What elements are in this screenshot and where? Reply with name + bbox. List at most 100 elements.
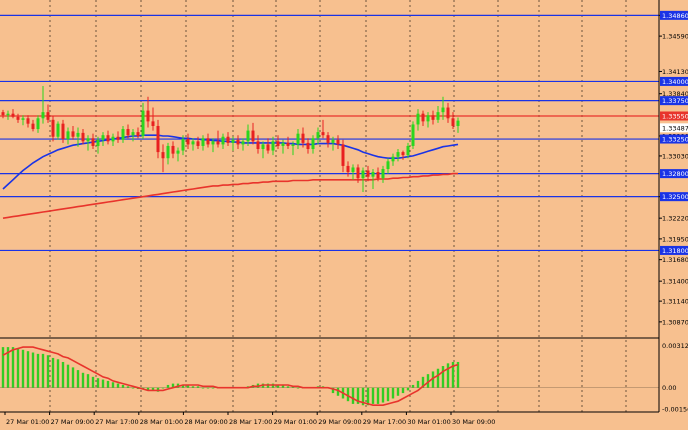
candle-body [11,113,15,117]
candle [16,113,20,123]
candle [336,135,340,150]
candle-body [206,138,210,145]
candle-body [436,112,440,120]
candle [276,135,280,150]
signal-line [2,346,459,407]
candle [271,136,275,156]
level-price-tag-text: 1.32500 [662,193,688,201]
candle [301,127,305,148]
candle-body [326,135,330,143]
candle-body [1,112,5,116]
histogram-bar [151,387,155,391]
candle [206,133,210,148]
candle-body [36,118,40,130]
time-axis[interactable]: 27 Mar 01:00 27 Mar 09:00 27 Mar 17:00 28 M… [4,412,495,426]
candle [141,102,145,140]
histogram-bar [351,387,355,404]
candle-body [166,145,170,159]
candle [446,102,450,123]
level-price-tag-bg [660,96,688,106]
candle-body [411,124,415,146]
histogram-bar [16,348,20,388]
candle-body [346,165,350,173]
candle-body [271,141,275,151]
level-price-tag-bg [660,245,688,255]
candle-body [46,112,50,120]
histogram-bar [36,353,40,388]
candle [121,125,125,143]
candle-body [441,107,445,113]
oscillator-tick-label: -0.00156 [662,405,688,413]
candle [21,115,25,126]
candle-body [266,144,270,151]
candle [366,165,370,182]
oscillator-tick-label: 0.00 [662,384,676,392]
candle [246,124,250,146]
main-price-pane[interactable] [0,14,659,252]
time-tick-label: 30 Mar 09:00 [452,418,495,426]
histogram-bar [186,384,190,388]
histogram-bar [111,382,115,388]
candle-body [421,113,425,122]
candle [371,169,375,189]
time-tick-label: 27 Mar 09:00 [51,418,94,426]
candle-body [181,139,185,151]
candle-body [81,132,85,142]
candle-body [381,169,385,179]
candle-body [56,123,60,137]
candle-body [241,141,245,145]
time-tick-label: 30 Mar 01:00 [407,418,450,426]
level-price-tag-bg [660,134,688,144]
price-tick-label: 1.33030 [662,152,688,160]
histogram-bar [81,372,85,388]
candle-body [261,144,265,150]
candle-body [246,130,250,142]
candle [171,141,175,159]
histogram-bar [6,347,10,388]
candle [136,127,140,139]
candle [231,136,235,151]
candle-body [86,138,90,142]
level-price-tag-bg [660,192,688,202]
histogram-bar [296,387,300,389]
candle-body [91,138,95,146]
level-price-tag: 1.34860 [660,10,688,20]
candle [311,135,315,154]
candle [201,135,205,151]
time-tick-label: 29 Mar 09:00 [318,418,361,426]
candle [106,130,110,145]
histogram-bar [406,387,410,391]
level-price-tag-bg [660,76,688,86]
candle-body [371,172,375,177]
histogram-bar [166,384,170,388]
oscillator-pane[interactable] [0,346,659,407]
oscillator-tick-label: 0.003126 [662,342,688,350]
histogram-bar [206,387,210,389]
candle-body [321,132,325,136]
candle [51,115,55,142]
bid-price-tag-bg [660,123,688,133]
candle-body [356,167,360,179]
price-axis[interactable]: 1.348601.345901.341301.338401.332901.330… [659,10,688,327]
candle [111,133,115,146]
ma-fast-line [2,134,459,190]
histogram-bar [371,387,375,404]
histogram-bar [131,387,135,389]
candle-body [196,141,200,146]
candle [381,165,385,183]
candle [46,104,50,123]
candle [406,142,410,159]
candle [316,127,320,145]
current-price-tag-bg [660,111,688,121]
candle [241,138,245,151]
candle [156,119,160,159]
price-tick-label: 1.34590 [662,33,688,41]
candle-body [71,131,75,137]
candle-body [406,145,410,156]
candle-body [151,121,155,126]
candle [261,141,265,159]
histogram-bar [211,387,215,389]
histogram-bar [106,380,110,388]
candle [91,133,95,150]
